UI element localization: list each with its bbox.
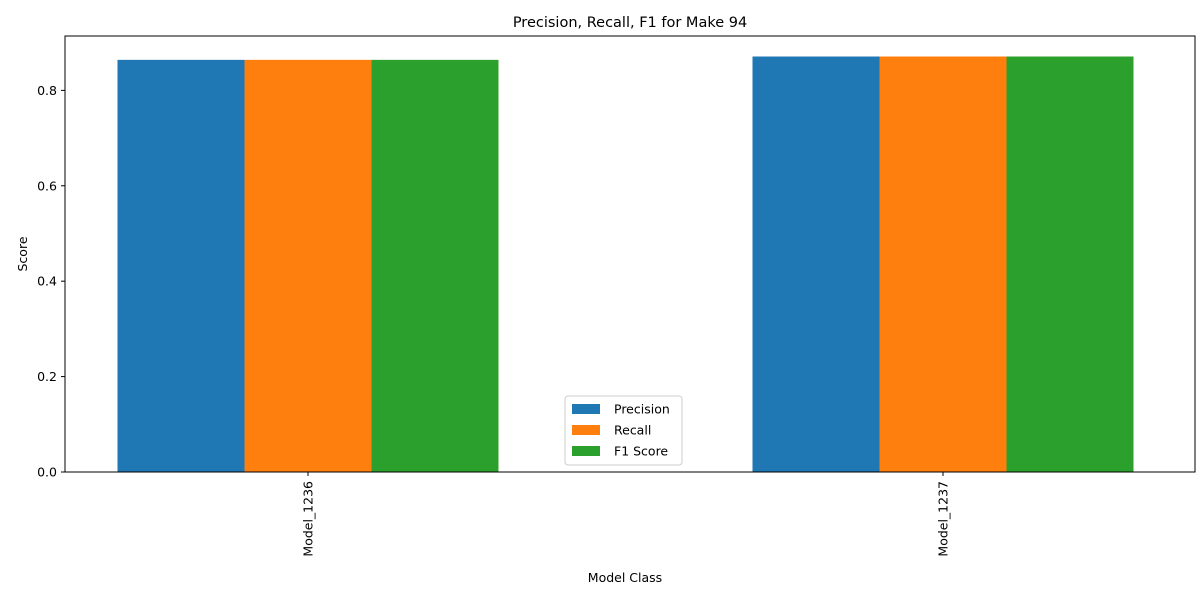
y-tick-label: 0.8: [37, 83, 57, 98]
legend-swatch-recall: [572, 425, 600, 435]
y-tick-label: 0.0: [37, 465, 57, 480]
y-tick-label: 0.4: [37, 274, 57, 289]
bar-precision-1: [117, 59, 245, 473]
bars-group: [117, 56, 1134, 473]
plot-frame: [64, 35, 1196, 473]
y-axis: 0.0 0.2 0.4 0.6 0.8: [37, 83, 65, 480]
x-axis: Model_1236 Model_1237: [301, 472, 951, 557]
bar-recall-1: [244, 59, 372, 473]
y-axis-label: Score: [15, 236, 30, 271]
bar-f1-score-2: [1006, 56, 1134, 473]
legend: Precision Recall F1 Score: [564, 395, 683, 466]
bar-recall-2: [879, 56, 1007, 473]
chart-title: Precision, Recall, F1 for Make 94: [513, 15, 747, 31]
y-tick-label: 0.6: [37, 178, 57, 193]
legend-label-recall: Recall: [614, 423, 651, 438]
y-tick-label: 0.2: [37, 369, 57, 384]
bar-precision-2: [752, 56, 880, 473]
legend-label-f1-score: F1 Score: [614, 444, 668, 459]
legend-label-precision: Precision: [614, 402, 670, 417]
x-axis-label: Model Class: [588, 570, 662, 585]
x-tick-label: Model_1237: [936, 481, 951, 557]
bar-f1-score-1: [371, 59, 499, 473]
x-tick-label: Model_1236: [301, 481, 316, 557]
legend-swatch-precision: [572, 404, 600, 414]
legend-swatch-f1-score: [572, 446, 600, 456]
